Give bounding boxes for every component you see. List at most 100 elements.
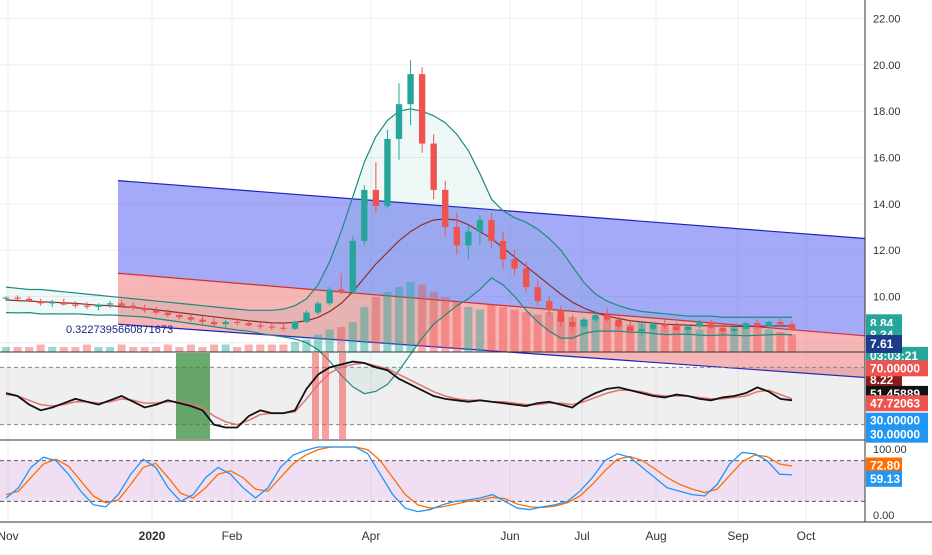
volume-bar xyxy=(105,347,115,352)
candle-body xyxy=(465,231,472,246)
rsi-overbought-zone xyxy=(339,353,346,439)
candle-body xyxy=(395,104,403,139)
stochastic-pane[interactable] xyxy=(0,446,865,513)
volume-bar xyxy=(348,322,357,352)
candle-body xyxy=(37,301,44,304)
volume-bar xyxy=(637,322,646,352)
volume-bar xyxy=(210,344,219,352)
candle-body xyxy=(106,303,114,305)
candle-body xyxy=(546,301,553,311)
rsi-label-box xyxy=(866,412,928,429)
candle-body xyxy=(361,189,368,241)
candle-body xyxy=(661,324,669,327)
volume-bar xyxy=(591,317,600,352)
candle-body xyxy=(153,310,160,313)
volume-bar xyxy=(221,344,230,352)
volume-bar xyxy=(545,312,554,352)
rsi-pane[interactable] xyxy=(0,353,865,439)
volume-bar xyxy=(325,329,334,352)
price-labels: 8.848.3403:03:218.227.6170.0000051.45889… xyxy=(866,314,928,522)
candle-body xyxy=(210,321,218,325)
volume-bar xyxy=(129,347,138,352)
time-tick-label: Aug xyxy=(645,529,666,543)
volume-bar xyxy=(429,292,438,352)
candle-body xyxy=(569,321,576,327)
candle-body xyxy=(592,314,599,320)
candle-body xyxy=(673,326,680,330)
volume-bar xyxy=(71,347,80,352)
time-tick-label: Sep xyxy=(727,529,749,543)
candle-body xyxy=(719,327,726,332)
candle-body xyxy=(372,189,380,207)
volume-bars xyxy=(1,282,797,352)
candle-body xyxy=(580,319,588,327)
candle-body xyxy=(511,259,518,269)
candle-body xyxy=(118,303,125,306)
stoch-tick-label: 0.00 xyxy=(873,510,894,522)
candle-body xyxy=(83,305,91,307)
candle-body xyxy=(488,220,495,241)
volume-bar xyxy=(25,347,34,352)
rsi-label-text: 47.72063 xyxy=(870,396,920,410)
price-tick-label: 22.00 xyxy=(873,14,901,26)
channel-middle-line xyxy=(117,272,866,337)
price-tick-label: 16.00 xyxy=(873,152,901,164)
candle-body xyxy=(72,304,79,306)
rsi-label-text: 30.00000 xyxy=(870,414,920,428)
candle-body xyxy=(476,220,484,232)
volume-bar xyxy=(360,307,369,352)
volume-bar xyxy=(764,329,773,352)
candle-body xyxy=(326,289,333,304)
candle-body xyxy=(442,189,449,227)
price-tick-label: 14.00 xyxy=(873,199,901,211)
candle-body xyxy=(731,328,738,332)
rsi-label-text: 70.00000 xyxy=(870,361,920,375)
candle-body xyxy=(164,312,172,315)
volume-bar xyxy=(314,334,323,352)
rsi-line xyxy=(5,360,793,429)
price-tick-label: 18.00 xyxy=(873,106,901,118)
stoch-label-text: 59.13 xyxy=(870,472,900,486)
volume-bar xyxy=(48,347,57,352)
candle-body xyxy=(707,321,715,328)
volume-bar xyxy=(475,309,484,352)
volume-bar xyxy=(579,319,588,352)
candle-body xyxy=(280,327,287,329)
candle-body xyxy=(291,321,299,329)
volume-bar xyxy=(730,327,739,352)
rsi-signal-line xyxy=(5,362,793,426)
candle-body xyxy=(384,138,391,207)
stoch-label-text: 72.80 xyxy=(870,458,900,472)
volume-bar xyxy=(741,324,750,352)
candle-body xyxy=(14,297,21,299)
candle-body xyxy=(129,305,137,308)
volume-bar xyxy=(186,344,195,352)
rsi-label-text: 30.00000 xyxy=(870,428,920,442)
volume-bar xyxy=(279,344,288,352)
candle-body xyxy=(187,317,195,320)
candle-body xyxy=(534,287,541,302)
time-tick-label: Nov xyxy=(0,529,19,543)
volume-bar xyxy=(302,339,311,352)
candle-body xyxy=(349,240,356,292)
volume-bar xyxy=(510,309,519,352)
candle-body xyxy=(245,323,252,326)
stoch-label-box xyxy=(866,470,902,487)
time-tick-label: Jun xyxy=(500,529,519,543)
rsi-label-box xyxy=(866,360,928,377)
bollinger-lower-line xyxy=(5,277,793,395)
rsi-label-box xyxy=(866,426,928,443)
price-axis[interactable]: 22.00 20.00 18.00 16.00 14.00 12.00 10.00 xyxy=(873,14,901,304)
volume-bar xyxy=(614,322,623,352)
time-tick-label: Oct xyxy=(797,529,816,543)
volume-bar xyxy=(753,327,762,352)
volume-bar xyxy=(464,307,473,352)
volume-bar xyxy=(418,284,427,352)
candle-body xyxy=(268,326,276,328)
volume-bar xyxy=(718,329,727,352)
candle-body xyxy=(453,226,460,246)
volume-bar xyxy=(13,347,22,352)
time-axis[interactable]: Nov 2020 Feb Apr Jun Jul Aug Sep Oct xyxy=(0,529,816,543)
